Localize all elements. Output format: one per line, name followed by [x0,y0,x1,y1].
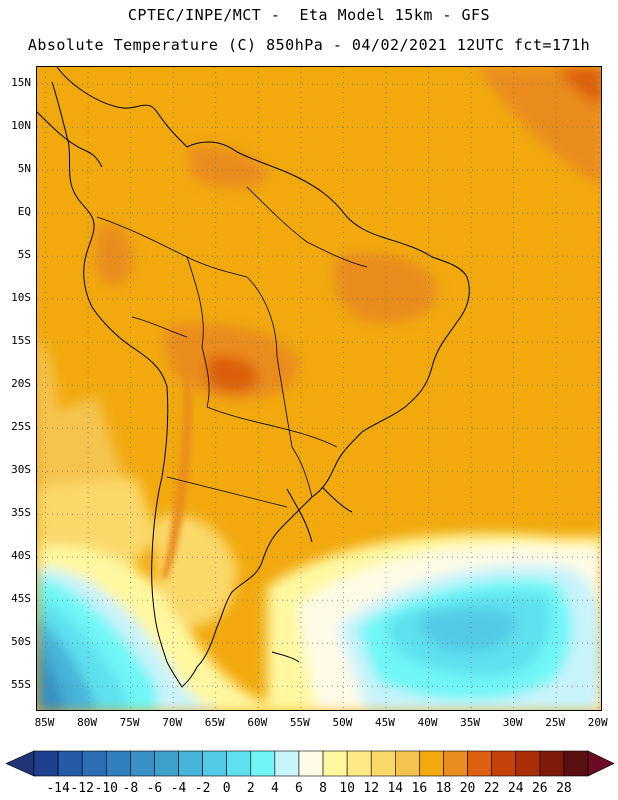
colorbar-label: 14 [387,781,404,796]
colorbar-label: 12 [363,781,380,796]
colorbar-swatch [370,750,396,777]
border-g [291,446,313,498]
colorbar-swatch [130,750,155,777]
colorbar-swatch [274,750,300,777]
border-b [186,256,210,408]
colorbar-swatch [105,750,131,777]
colorbar-swatch [298,750,324,777]
longitude-label: 85W [34,716,55,729]
colorbar-label: -2 [194,781,211,796]
colorbar-swatch [202,750,227,777]
latitude-label: 5S [17,248,31,262]
colorbar-swatch [563,750,589,777]
latitude-label: 40S [11,549,31,563]
south-america-coast [51,67,470,688]
colorbar-high-arrow [587,750,615,777]
longitude-label: 60W [247,716,268,729]
colorbar-label: 24 [507,781,524,796]
longitude-label: 30W [502,716,523,729]
longitude-label: 55W [289,716,310,729]
colorbar-swatch [178,750,203,777]
colorbar-swatch [33,750,59,777]
title-line-2: Absolute Temperature (C) 850hPa - 04/02/… [27,36,591,54]
longitude-label: 80W [77,716,97,729]
colorbar-swatch [395,750,420,777]
border-d [206,406,338,448]
borders [96,186,368,508]
colorbar-label: -8 [122,781,139,796]
colorbar-label: 22 [483,781,500,796]
colorbar-label: 4 [270,781,279,796]
colorbar-label: 6 [295,781,303,796]
colorbar-swatch [443,750,468,777]
latitude-label: 25S [11,420,31,434]
border-f [246,186,368,268]
border-e [131,316,188,338]
falklands [271,651,300,663]
colorbar-label: 16 [411,781,428,796]
latitude-label: 15S [11,334,31,348]
border-c [246,276,293,448]
colorbar-swatch [491,750,517,777]
colorbar-label: 0 [222,781,231,796]
longitude-label: 40W [417,716,438,729]
title-line-1: CPTEC/INPE/MCT - Eta Model 15km - GFS [127,6,491,24]
colorbar-swatch [467,750,492,777]
colorbar-swatch [539,750,565,777]
colorbar-swatch [57,750,83,777]
colorbar-label: 2 [246,781,255,796]
colorbar-label: 26 [531,781,548,796]
latitude-label: 5N [17,162,31,176]
colorbar [5,750,615,777]
andes-warm-strip [162,367,192,579]
colorbar-label: 20 [459,781,476,796]
colorbar-label: 28 [556,781,572,796]
colorbar-swatch [81,750,107,777]
colorbar-label: -14 [46,781,70,796]
colorbar-label: 10 [339,781,355,796]
map-frame[interactable] [36,66,602,711]
border-h [166,476,288,508]
longitude-label: 25W [545,716,566,729]
longitude-label: 70W [162,716,183,729]
latitude-label: 55S [11,678,31,692]
temperature-field [37,67,601,710]
colorbar-label: -12 [70,781,94,796]
colorbar-swatch [250,750,276,777]
longitude-label: 20W [587,716,608,729]
colorbar-swatch [322,750,348,777]
border-a [96,216,248,278]
latitude-label: 10N [11,119,31,133]
latitude-label: 15N [11,76,31,90]
latitude-label: 45S [11,592,31,606]
longitude-label: 50W [332,716,353,729]
longitude-label: 75W [119,716,140,729]
temperature-map[interactable] [37,67,602,711]
colorbar-swatch [419,750,444,777]
colorbar-label: -4 [170,781,187,796]
longitude-label: 45W [375,716,395,729]
colorbar-label: 18 [435,781,452,796]
latitude-label: 10S [11,291,31,305]
latitude-label: 30S [11,463,31,477]
latitude-label: 35S [11,506,31,520]
colorbar-swatch [226,750,252,777]
colorbar-low-arrow [5,750,35,777]
colorbar-swatch [515,750,541,777]
colorbar-label: -6 [146,781,163,796]
longitude-label: 35W [460,716,480,729]
latitude-label: 50S [11,635,31,649]
latitude-label: 20S [11,377,31,391]
colorbar-swatch [346,750,372,777]
colorbar-label: 8 [319,781,327,796]
longitude-label: 65W [204,716,225,729]
colorbar-swatch [154,750,179,777]
colorbar-label: -10 [94,781,118,796]
central-america-coast [37,111,103,168]
latitude-label: EQ [17,205,31,219]
uruguay-coast [286,486,353,543]
coastlines [37,67,470,688]
